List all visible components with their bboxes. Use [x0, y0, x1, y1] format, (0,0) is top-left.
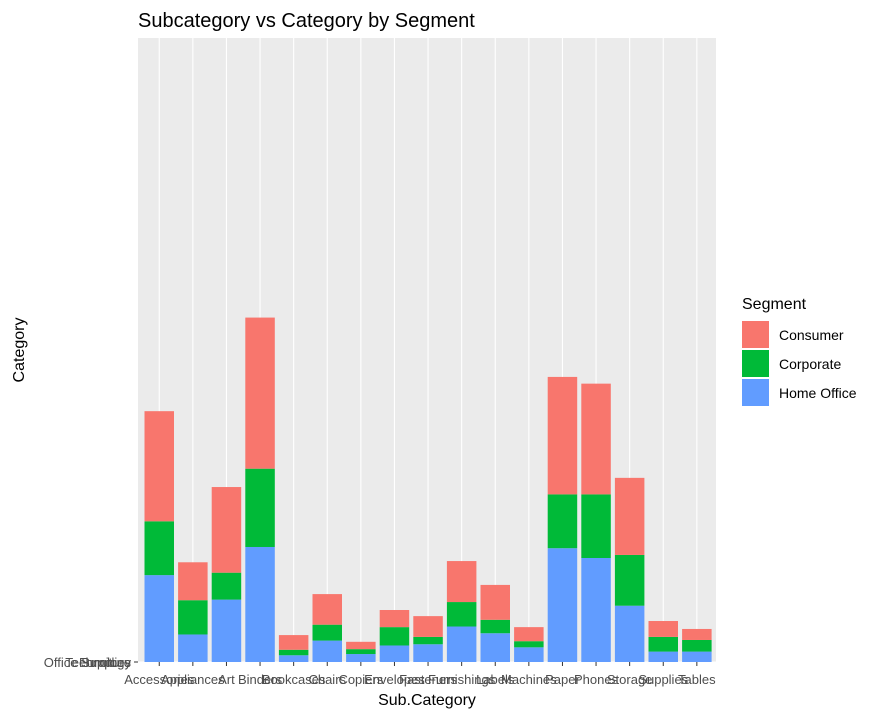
bar-segment [682, 651, 712, 662]
bar-segment [581, 494, 611, 558]
legend-items: Consumer Corporate Home Office [742, 321, 857, 406]
x-tick-label: Furnishings [428, 672, 496, 687]
legend-key [742, 350, 769, 377]
x-tick-label: Chairs [308, 672, 346, 687]
bar-segment [514, 647, 544, 662]
legend-label: Consumer [779, 327, 844, 343]
bar-segment [514, 641, 544, 648]
bar-segment [278, 649, 309, 656]
legend: Segment Consumer Corporate Home Office [742, 296, 857, 406]
legend-title: Segment [742, 296, 807, 313]
bar-segment [312, 624, 342, 641]
x-tick-label: Appliances [161, 672, 225, 687]
bar-segment [480, 619, 510, 634]
legend-key [742, 379, 769, 406]
x-tick-label: Labels [476, 672, 515, 687]
x-tick-label: Copiers [338, 672, 383, 687]
bar-segment [144, 521, 174, 576]
bar-segment [581, 383, 611, 495]
bar-segment [413, 616, 443, 637]
bar-segment [614, 605, 645, 662]
bar-segment [413, 644, 443, 662]
bar-segment [682, 628, 712, 640]
bar-segment [547, 548, 578, 662]
bar-segment [648, 636, 678, 652]
x-tick-label: Art [218, 672, 235, 687]
legend-label: Home Office [779, 385, 857, 401]
x-tick-label: Machines [501, 672, 557, 687]
bar-segment [581, 558, 611, 662]
bar-segment [211, 572, 242, 600]
bar-segment [446, 602, 477, 627]
x-tick-label: Paper [545, 672, 580, 687]
x-tick-label: Supplies [638, 672, 688, 687]
chart-title: Subcategory vs Category by Segment [138, 10, 475, 32]
bar-segment [648, 651, 678, 662]
y-tick-label: Office Supplies [44, 655, 132, 670]
grid-lines [138, 38, 716, 663]
y-tick-label: Technology [65, 655, 131, 670]
y-axis-title: Category [11, 318, 28, 383]
bars [144, 317, 712, 662]
bar-segment [379, 645, 410, 662]
bar-segment [278, 635, 309, 650]
bar-segment [682, 639, 712, 652]
bar-segment [245, 468, 275, 547]
legend-label: Corporate [779, 356, 841, 372]
bar-segment [446, 626, 477, 662]
bar-segment [178, 600, 208, 635]
bar-segment [144, 575, 174, 662]
y-tick-label: Furniture [79, 655, 131, 670]
legend-key [742, 321, 769, 348]
bar-segment [514, 627, 544, 642]
bar-segment [178, 634, 208, 662]
bar-segment [614, 554, 645, 606]
bar-segment [245, 546, 275, 662]
x-tick-label: Storage [607, 672, 653, 687]
bar-segment [446, 561, 477, 603]
x-axis-title: Sub.Category [378, 692, 476, 709]
bar-segment [614, 477, 645, 555]
x-tick-label: Phones [574, 672, 619, 687]
bar-segment [480, 633, 510, 662]
bar-segment [547, 376, 578, 495]
x-tick-label: Binders [238, 672, 283, 687]
bar-segment [480, 584, 510, 620]
bar-segment [346, 641, 376, 650]
x-tick-label: Accessories [124, 672, 195, 687]
bar-segment [178, 562, 208, 601]
bar-segment [346, 654, 376, 662]
bar-segment [648, 621, 678, 637]
bar-segment [346, 649, 376, 655]
x-tick-label: Fasteners [399, 672, 457, 687]
bar-segment [278, 655, 309, 662]
bar-segment [312, 594, 342, 625]
bar-segment [379, 610, 410, 628]
bar-segment [413, 636, 443, 645]
x-tick-label: Bookcases [262, 672, 326, 687]
bar-segment [312, 640, 342, 662]
bar-segment [211, 487, 242, 573]
x-tick-label: Tables [678, 672, 716, 687]
bar-segment [547, 494, 578, 549]
bar-segment [144, 411, 174, 522]
bar-segment [379, 627, 410, 646]
bar-segment [245, 317, 275, 469]
bar-segment [211, 599, 242, 662]
x-tick-label: Envelopes [364, 672, 425, 687]
